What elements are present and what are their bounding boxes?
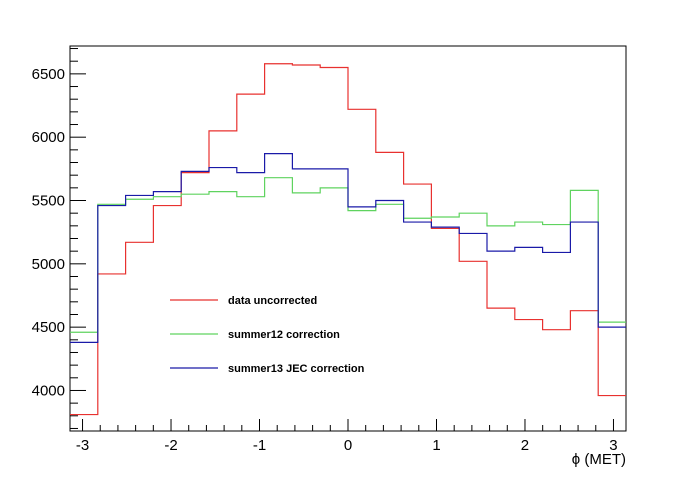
axis-ticks: [70, 48, 614, 431]
x-tick-label: -2: [164, 437, 177, 454]
series-group: [70, 63, 626, 416]
y-tick-label: 4500: [32, 319, 65, 336]
legend-label: summer12 correction: [228, 329, 340, 341]
x-tick-label: 3: [609, 437, 617, 454]
y-tick-labels: 4000 4500 5000 5500 6000 6500: [32, 66, 65, 400]
x-tick-label: 0: [344, 437, 352, 454]
y-tick-label: 5500: [32, 193, 65, 210]
x-tick-label: -3: [76, 437, 89, 454]
x-axis-title: ϕ (MET): [572, 451, 626, 468]
x-tick-label: 2: [521, 437, 529, 454]
legend-label: data uncorrected: [228, 295, 317, 307]
y-tick-label: 6500: [32, 66, 65, 83]
x-tick-label: -1: [253, 437, 266, 454]
y-tick-label: 4000: [32, 382, 65, 399]
series-line-summer13-jec-correction: [70, 153, 626, 343]
legend-label: summer13 JEC correction: [228, 363, 365, 375]
x-tick-labels: -3 -2 -1 0 1 2 3: [76, 437, 618, 454]
series-line-data-uncorrected: [70, 63, 626, 416]
x-tick-label: 1: [432, 437, 440, 454]
legend: data uncorrected summer12 correction summe…: [170, 295, 365, 375]
y-tick-label: 5000: [32, 256, 65, 273]
y-tick-label: 6000: [32, 129, 65, 146]
